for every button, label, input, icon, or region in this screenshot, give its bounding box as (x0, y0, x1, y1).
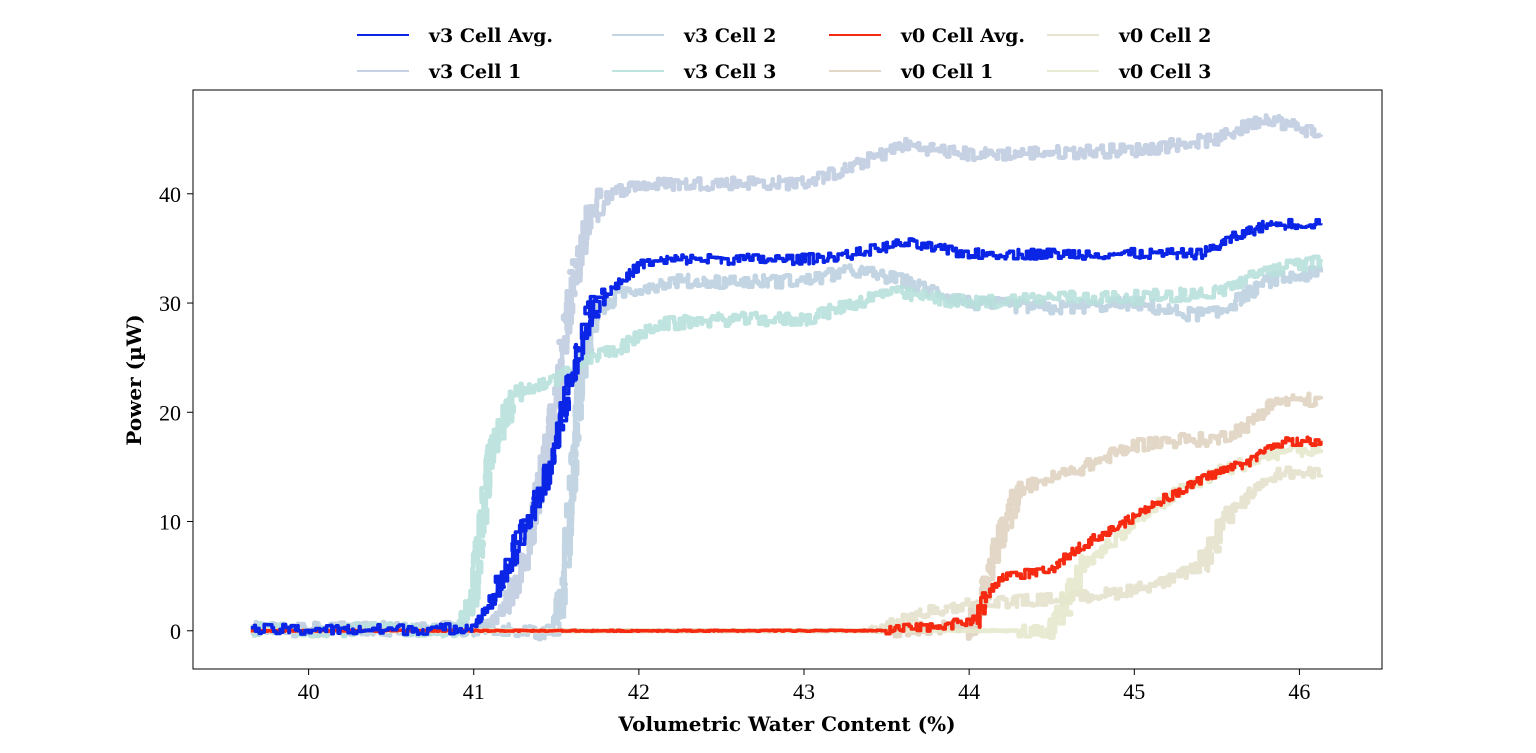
legend-label: v0 Cell 2 (1118, 25, 1211, 47)
series-line-v3-cell-3 (250, 254, 1324, 639)
plot-lines (250, 113, 1324, 642)
series-line-v3-cell-1 (250, 113, 1324, 638)
y-tick-label: 10 (159, 510, 181, 535)
legend-label: v0 Cell 1 (900, 61, 993, 83)
x-tick-label: 45 (1123, 679, 1145, 704)
legend-label: v3 Cell Avg. (428, 25, 553, 47)
y-tick-label: 30 (159, 291, 181, 316)
y-tick-label: 20 (159, 400, 181, 425)
x-axis-label: Volumetric Water Content (%) (617, 712, 955, 736)
x-tick-label: 40 (298, 679, 320, 704)
x-tick-label: 46 (1288, 679, 1310, 704)
y-tick-label: 0 (170, 619, 181, 644)
legend-label: v3 Cell 3 (683, 61, 776, 83)
plot-frame (192, 89, 1383, 670)
series-line-v3-cell-avg (250, 217, 1323, 637)
y-axis: 0 10 20 30 40 (159, 182, 193, 644)
y-tick-label: 40 (159, 182, 181, 207)
legend-label: v3 Cell 2 (683, 25, 776, 47)
legend-label: v0 Cell Avg. (900, 25, 1025, 47)
series-line-v0-cell-2 (250, 465, 1324, 635)
series-line-v0-cell-3 (250, 441, 1324, 640)
legend: v3 Cell Avg. v3 Cell 1 v3 Cell 2 v3 Cell 3 v… (357, 25, 1211, 83)
legend-label: v3 Cell 1 (428, 61, 521, 83)
y-axis-label: Power (µW) (122, 314, 146, 445)
x-tick-label: 41 (463, 679, 485, 704)
x-axis: 40 41 42 43 44 45 46 (298, 669, 1310, 704)
series-line-v0-cell-1 (250, 391, 1324, 641)
x-tick-label: 42 (628, 679, 650, 704)
legend-label: v0 Cell 3 (1118, 61, 1211, 83)
x-tick-label: 44 (958, 679, 980, 704)
series-line-v0-cell-avg (250, 435, 1323, 636)
x-tick-label: 43 (793, 679, 815, 704)
